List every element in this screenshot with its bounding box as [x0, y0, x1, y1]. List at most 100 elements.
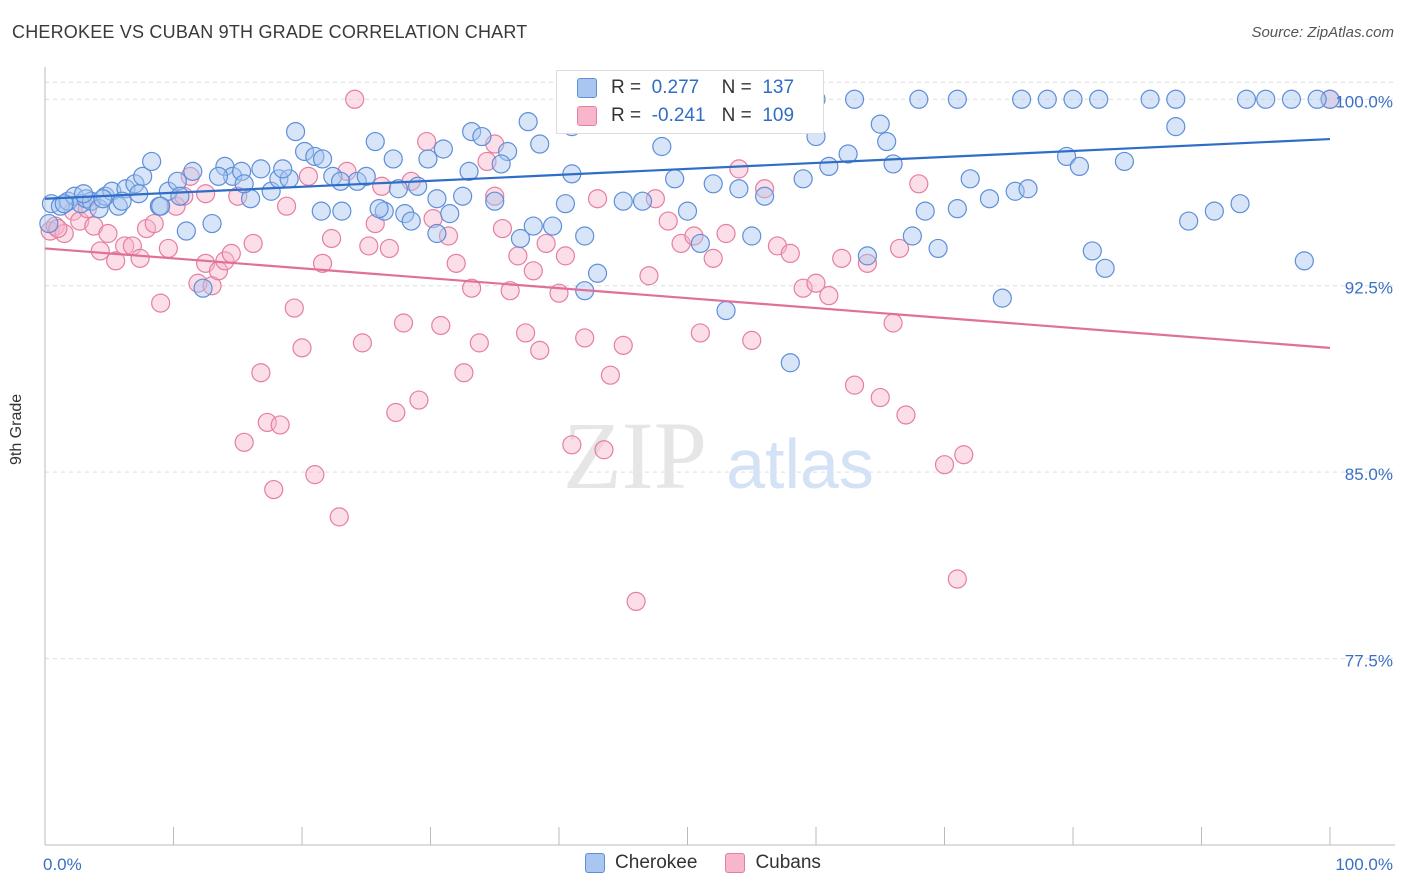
cubans-point: [530, 340, 550, 360]
cherokee-point: [838, 144, 858, 164]
cubans-point: [832, 248, 852, 268]
cubans-point: [312, 253, 333, 273]
cubans-point: [158, 238, 178, 259]
cubans-point: [329, 507, 349, 527]
cherokee-point: [1230, 194, 1250, 214]
cherokee-point: [1256, 89, 1276, 109]
cherokee-point: [575, 226, 595, 246]
cherokee-point: [716, 300, 736, 321]
cherokee-point: [780, 353, 800, 373]
cherokee-point: [89, 199, 109, 219]
cubans-point: [703, 248, 723, 268]
y-tick-label: 85.0%: [1345, 465, 1393, 484]
tick-labels: 100.0% 92.5% 85.0% 77.5% 0.0% 100.0%: [43, 92, 1393, 874]
cubans-point: [393, 313, 414, 333]
legend-r-value: 0.277: [651, 77, 700, 98]
cherokee-point: [383, 149, 403, 169]
cubans-point: [575, 328, 595, 348]
cherokee-point: [819, 156, 839, 176]
cherokee-point: [1236, 89, 1257, 109]
cherokee-point: [1069, 156, 1090, 176]
cherokee-point: [330, 171, 351, 191]
cubans-point: [431, 315, 451, 336]
cherokee-point: [142, 151, 162, 172]
cubans-point: [462, 278, 482, 298]
cubans-point: [469, 333, 489, 353]
cherokee-point: [947, 89, 967, 109]
cubans-point: [613, 335, 633, 355]
cubans-point: [690, 323, 710, 343]
cherokee-point: [232, 161, 252, 181]
cherokee-point: [388, 179, 408, 199]
cubans-point: [857, 253, 878, 273]
cherokee-point: [193, 278, 213, 298]
cubans-point: [337, 161, 357, 181]
cherokee-point: [1307, 89, 1327, 109]
cherokee-point: [312, 149, 333, 169]
cherokee-point: [613, 191, 633, 211]
cherokee-point: [54, 194, 74, 214]
cubans-point: [819, 286, 839, 306]
cherokee-point: [928, 238, 948, 259]
cubans-point: [359, 236, 379, 256]
cherokee-point: [992, 288, 1012, 308]
cubans-point: [352, 333, 372, 353]
cherokee-point: [311, 201, 331, 221]
source-credit: Source: ZipAtlas.com: [1251, 24, 1394, 41]
cherokee-point: [1037, 89, 1057, 109]
cubans-point: [166, 196, 186, 216]
cherokee-point: [151, 196, 171, 216]
cubans-point: [446, 253, 466, 273]
cubans-point: [684, 226, 704, 246]
cherokee-point: [690, 233, 710, 254]
cubans-point: [151, 293, 171, 313]
legend-label-cherokee: Cherokee: [615, 852, 698, 873]
legend-label-cubans: Cubans: [755, 852, 821, 873]
cherokee-point: [857, 246, 878, 266]
cherokee-point: [356, 166, 376, 186]
cherokee-point: [183, 161, 203, 181]
cubans-point: [305, 465, 325, 485]
cherokee-point: [1089, 89, 1109, 109]
cubans-point: [48, 218, 68, 239]
cherokee-point: [418, 149, 438, 169]
cherokee-point: [433, 139, 453, 159]
cherokee-point: [587, 263, 608, 283]
cherokee-point: [742, 226, 762, 246]
cherokee-point: [427, 223, 447, 244]
cubans-point: [934, 455, 955, 475]
cherokee-point: [76, 189, 96, 209]
cherokee-point: [703, 174, 723, 194]
cherokee-point: [112, 191, 132, 211]
cubans-point: [477, 151, 497, 172]
cherokee-point: [883, 154, 903, 174]
cherokee-point: [947, 199, 967, 219]
legend-item-cherokee[interactable]: Cherokee: [585, 852, 697, 874]
cubans-point: [438, 226, 459, 246]
cherokee-point: [285, 122, 306, 142]
cubans-point: [284, 298, 304, 318]
cubans-point: [180, 166, 200, 186]
legend-n-value: 109: [762, 105, 795, 126]
cubans-trend-line: [44, 247, 1331, 349]
cherokee-point: [510, 228, 531, 249]
cubans-point: [594, 440, 614, 460]
cherokee-point: [1063, 89, 1083, 109]
cubans-point: [555, 246, 576, 266]
cherokee-point: [176, 221, 196, 241]
trend-lines: [44, 137, 1331, 349]
cherokee-trend-line: [44, 137, 1331, 200]
cubans-point: [536, 233, 556, 254]
cherokee-point: [116, 179, 136, 199]
cherokee-point: [530, 134, 550, 154]
cubans-point: [417, 131, 437, 152]
cubans-point: [54, 223, 74, 244]
cubans-point: [234, 432, 254, 452]
cherokee-point: [1018, 179, 1038, 199]
cherokee-point: [632, 191, 653, 211]
cubans-point: [298, 166, 319, 186]
legend-item-cubans[interactable]: Cubans: [725, 852, 821, 874]
cubans-point: [889, 238, 910, 259]
cubans-point: [492, 218, 513, 239]
cherokee-point: [1140, 89, 1160, 109]
